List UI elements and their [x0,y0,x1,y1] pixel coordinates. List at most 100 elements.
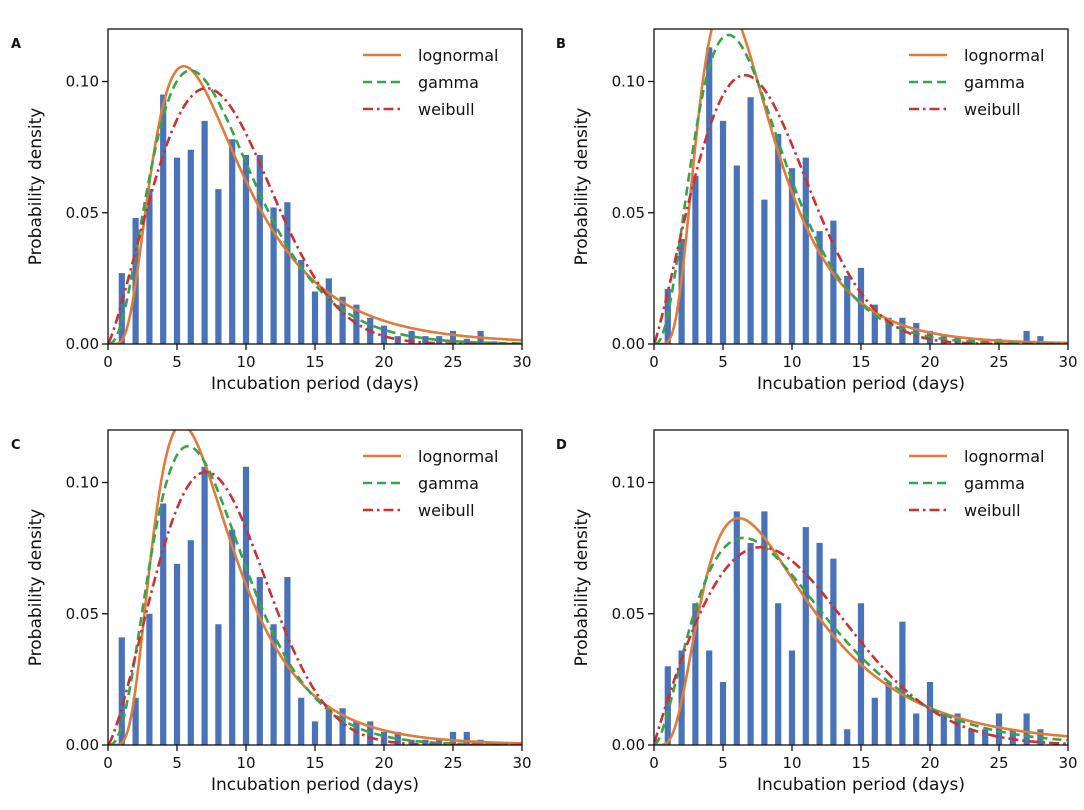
x-tick-label: 10 [782,353,801,371]
histogram-bar [463,338,470,344]
histogram-bar [353,304,360,344]
x-tick-label: 0 [649,754,659,772]
histogram-bar [802,157,809,344]
histogram-bar [761,511,768,745]
x-axis-label: Incubation period (days) [757,775,965,795]
x-tick-label: 0 [103,754,113,772]
histogram-bar [422,739,429,745]
histogram-bar [802,527,809,745]
y-tick-label: 0.05 [66,204,99,222]
histogram-bar [367,721,374,745]
x-tick-label: 20 [374,353,393,371]
x-tick-label: 30 [1058,353,1077,371]
y-tick-label: 0.00 [612,736,645,754]
y-tick-label: 0.00 [612,335,645,353]
x-tick-label: 25 [989,353,1008,371]
x-tick-label: 5 [718,754,728,772]
histogram-bar [449,731,457,745]
x-tick-label: 20 [920,754,939,772]
histogram-bar [871,697,878,745]
histogram-bar [215,624,222,745]
histogram-bar [256,155,263,344]
x-tick-label: 15 [305,353,324,371]
histogram-bar [449,330,457,344]
histogram-bar [298,697,305,745]
fitted-curves [108,430,522,745]
histogram-bar [394,336,401,344]
histogram-bar [173,563,181,745]
histogram-bar [692,176,699,344]
histogram-bar [706,650,713,745]
x-tick-label: 10 [236,754,255,772]
histogram-bar [816,542,823,745]
histogram-bar [899,621,906,745]
x-tick-label: 25 [989,754,1008,772]
x-axis-label: Incubation period (days) [757,374,965,394]
histogram-bar [788,650,796,745]
x-tick-label: 15 [851,754,870,772]
legend: lognormal gamma weibull [909,447,1044,520]
histogram-bar [940,713,947,745]
histogram-bar [380,731,388,745]
histogram-bar [857,267,865,344]
histogram-bar [926,682,934,745]
legend: lognormal gamma weibull [909,46,1044,119]
histogram-bar [844,275,851,344]
histogram-bar [298,260,305,344]
histogram-bar [118,637,125,745]
lognormal-curve [108,64,522,344]
histogram-bar [954,713,961,745]
y-axis-label: Probability density [26,509,46,667]
histogram-bar [284,577,291,745]
histogram-bar [995,713,1003,745]
x-tick-label: 10 [782,754,801,772]
lognormal-legend-label: lognormal [964,46,1044,65]
histogram-bar [311,721,319,745]
histogram-bar [913,713,920,745]
histogram-bar [270,207,277,344]
legend: lognormal gamma weibull [363,447,498,520]
panel-c: C 0 5 10 15 20 25 30 0.00 0.05 0.10 Incubation peri… [11,429,532,795]
x-axis-label: Incubation period (days) [211,775,419,795]
histogram-bar [982,729,989,745]
histogram-bars [664,511,1044,745]
x-tick-label: 20 [374,754,393,772]
histogram-bar [1009,729,1016,745]
lognormal-legend-label: lognormal [418,46,498,65]
histogram-bar [160,503,167,745]
x-tick-label: 0 [103,353,113,371]
histogram-bar [325,708,332,745]
y-axis-label: Probability density [572,108,592,266]
x-tick-label: 25 [443,754,462,772]
histogram-bar [857,603,865,745]
histogram-bar [692,603,699,745]
panel-letter: A [11,37,21,52]
gamma-legend-label: gamma [418,73,479,92]
histogram-bar [311,291,319,344]
lognormal-curve [654,29,1068,344]
histogram-bars [118,94,498,344]
y-tick-label: 0.10 [612,73,645,91]
weibull-legend-label: weibull [418,501,475,520]
gamma-curve [108,444,522,745]
histogram-bar [408,739,415,745]
histogram-bar [775,134,782,344]
y-tick-label: 0.05 [612,605,645,623]
y-tick-label: 0.05 [66,605,99,623]
y-tick-label: 0.00 [66,335,99,353]
histogram-bar [118,273,125,344]
histogram-bar [706,47,713,344]
histogram-bar [733,165,740,344]
histogram-bar [968,729,975,745]
panel-a: A 0 5 10 15 20 25 30 0.00 0.05 0.10 Incubation peri… [11,28,532,394]
y-tick-label: 0.00 [66,736,99,754]
histogram-bar [1023,713,1030,745]
histogram-bar [436,739,443,745]
histogram-bar [394,731,401,745]
histogram-bar [215,189,222,344]
histogram-bar [733,511,740,745]
histogram-bar [270,624,277,745]
lognormal-legend-label: lognormal [964,447,1044,466]
histogram-bar [284,202,291,344]
histogram-bar [436,336,443,344]
